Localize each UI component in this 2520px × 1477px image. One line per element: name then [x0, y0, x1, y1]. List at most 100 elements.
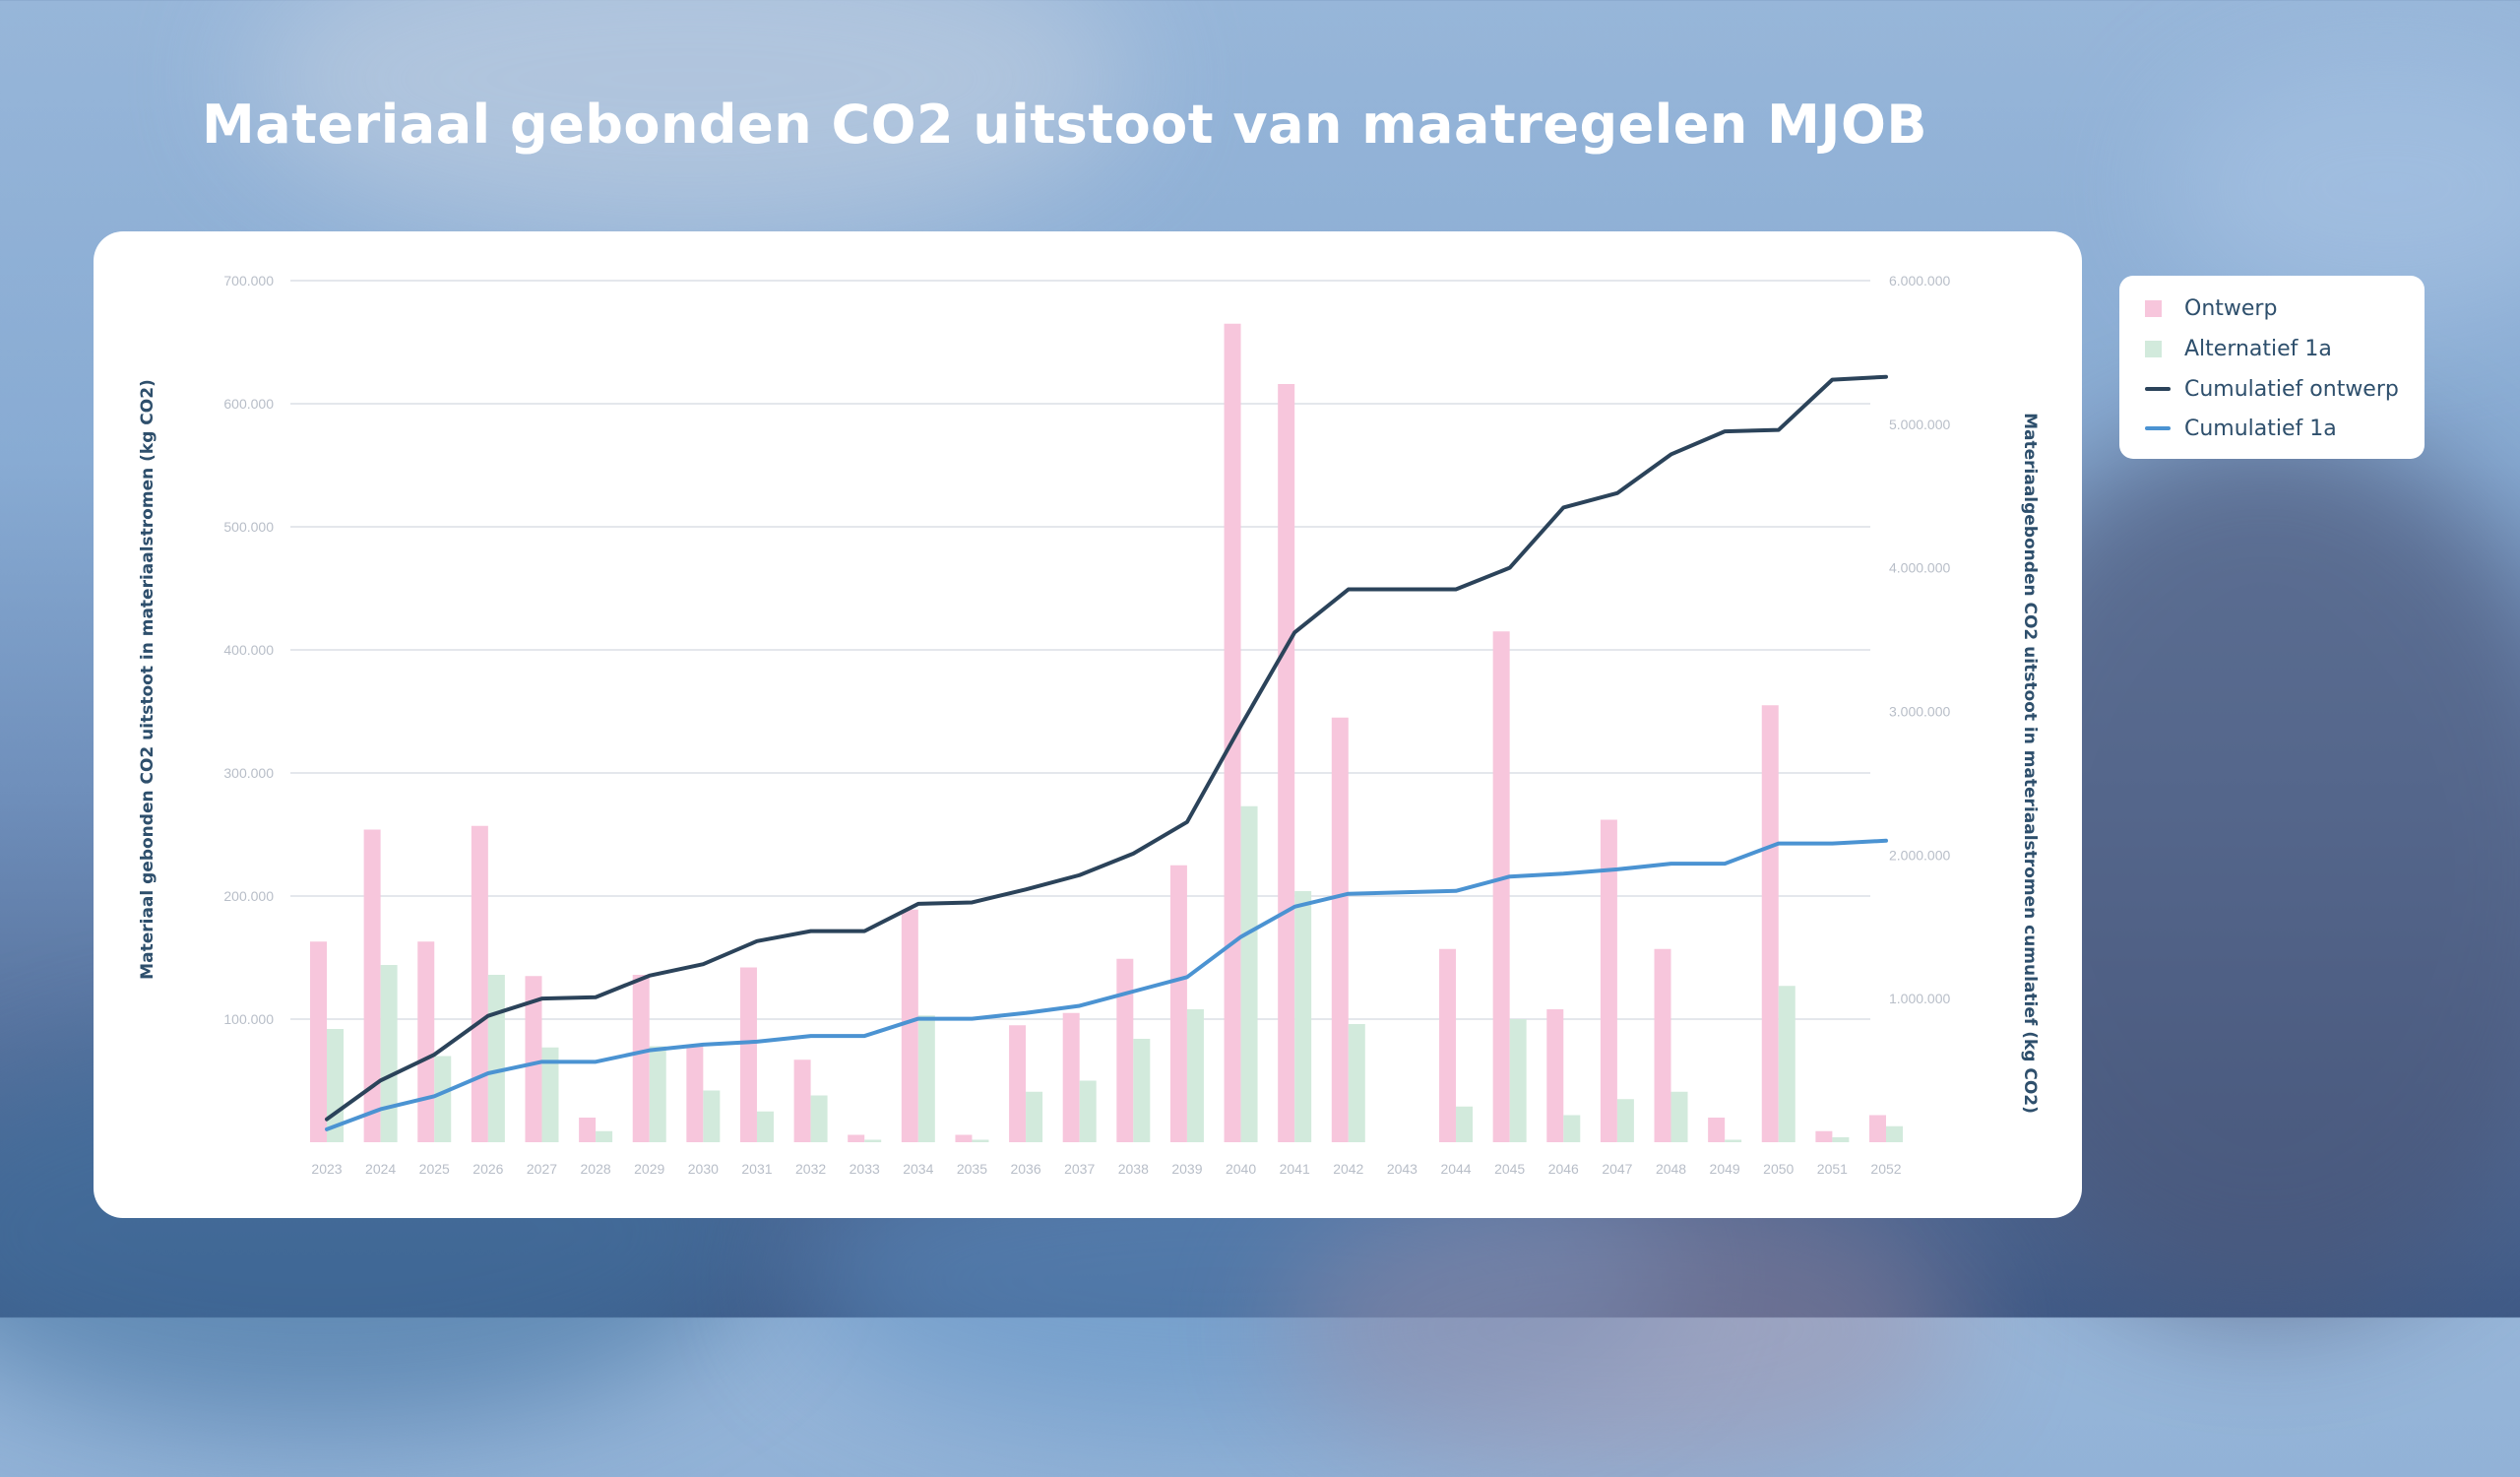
- x-tick-label: 2037: [1064, 1161, 1095, 1177]
- chart-card: 100.000 200.000 300.000 400.000 500.000 600.0…: [94, 231, 2082, 1218]
- bar-ontwerp: [1815, 1130, 1833, 1142]
- line-cumulatief-ontwerp: [325, 374, 1888, 1122]
- left-tick-label: 400.000: [223, 642, 274, 658]
- x-tick-label: 2035: [957, 1161, 987, 1177]
- bar-alternatief-1a: [1294, 891, 1312, 1142]
- x-tick-label: 2051: [1817, 1161, 1848, 1177]
- bar-alternatief-1a: [596, 1130, 613, 1142]
- x-tick-label: 2023: [311, 1161, 342, 1177]
- bar-ontwerp: [1062, 1012, 1080, 1142]
- bar-ontwerp: [1116, 958, 1134, 1142]
- legend-label: Cumulatief 1a: [2184, 416, 2337, 441]
- x-tick-label: 2036: [1010, 1161, 1040, 1177]
- x-tick-label: 2027: [527, 1161, 557, 1177]
- bar-alternatief-1a: [541, 1047, 559, 1142]
- legend-item-cumulatief-1a[interactable]: Cumulatief 1a: [2145, 414, 2337, 443]
- x-tick-label: 2039: [1171, 1161, 1202, 1177]
- bar-ontwerp: [686, 1046, 704, 1142]
- x-tick-label: 2029: [634, 1161, 664, 1177]
- bar-ontwerp: [1869, 1115, 1886, 1142]
- bar-alternatief-1a: [1456, 1106, 1474, 1142]
- bar-ontwerp: [1278, 384, 1295, 1142]
- bar-ontwerp: [1331, 717, 1349, 1142]
- left-tick-label: 700.000: [223, 273, 274, 289]
- bar-ontwerp: [1439, 948, 1457, 1142]
- bar-alternatief-1a: [1186, 1009, 1204, 1142]
- legend-item-alternatief-1a[interactable]: Alternatief 1a: [2145, 334, 2332, 363]
- legend-swatch-cumulatief-ontwerp: [2145, 387, 2171, 391]
- bar-alternatief-1a: [1509, 1019, 1527, 1142]
- bar-alternatief-1a: [1616, 1099, 1634, 1142]
- x-tick-label: 2025: [419, 1161, 450, 1177]
- legend-item-cumulatief-ontwerp[interactable]: Cumulatief ontwerp: [2145, 374, 2399, 404]
- right-tick-label: 1.000.000: [1889, 991, 1950, 1006]
- legend-item-ontwerp[interactable]: Ontwerp: [2145, 293, 2277, 323]
- background-blob: [2166, 59, 2520, 315]
- bar-ontwerp: [579, 1118, 597, 1142]
- bar-ontwerp: [901, 909, 918, 1142]
- left-tick-label: 300.000: [223, 765, 274, 781]
- bar-ontwerp: [739, 967, 757, 1142]
- bar-alternatief-1a: [1778, 986, 1796, 1142]
- line-cumulatief-1a: [325, 838, 1888, 1131]
- bar-alternatief-1a: [756, 1111, 774, 1142]
- legend: Ontwerp Alternatief 1a Cumulatief ontwer…: [2119, 276, 2425, 459]
- bar-alternatief-1a: [1026, 1091, 1043, 1142]
- legend-label: Ontwerp: [2184, 295, 2278, 321]
- bar-ontwerp: [1169, 865, 1187, 1142]
- bar-ontwerp: [363, 829, 381, 1142]
- bar-alternatief-1a: [1725, 1139, 1742, 1142]
- bar-alternatief-1a: [1348, 1024, 1365, 1142]
- bar-alternatief-1a: [487, 975, 505, 1142]
- bar-alternatief-1a: [917, 1015, 935, 1142]
- bar-ontwerp: [1761, 705, 1779, 1142]
- legend-swatch-alternatief-1a: [2145, 340, 2162, 357]
- bars: [310, 323, 1903, 1142]
- bar-ontwerp: [632, 975, 650, 1142]
- right-tick-label: 2.000.000: [1889, 847, 1950, 863]
- bar-alternatief-1a: [1563, 1115, 1581, 1142]
- bar-ontwerp: [848, 1134, 865, 1142]
- bar-ontwerp: [1492, 631, 1510, 1142]
- bar-ontwerp: [525, 976, 542, 1142]
- x-tick-label: 2052: [1870, 1161, 1901, 1177]
- x-tick-label: 2041: [1280, 1161, 1310, 1177]
- legend-label: Alternatief 1a: [2184, 336, 2332, 361]
- left-axis-title: Materiaal gebonden CO2 uitstoot in mater…: [138, 379, 158, 980]
- bar-ontwerp: [1654, 948, 1671, 1142]
- x-tick-label: 2038: [1118, 1161, 1149, 1177]
- right-axis-ticks: 1.000.000 2.000.000 3.000.000 4.000.000 5.00…: [1889, 273, 1950, 1006]
- bar-alternatief-1a: [703, 1090, 721, 1142]
- x-tick-label: 2048: [1656, 1161, 1686, 1177]
- legend-swatch-ontwerp: [2145, 299, 2162, 317]
- bar-alternatief-1a: [972, 1139, 989, 1142]
- bar-alternatief-1a: [380, 965, 398, 1142]
- x-tick-label: 2032: [795, 1161, 826, 1177]
- x-axis-ticks: 2023 2024 2025 2026 2027 2028 2029 2030 2031 2032…: [311, 1161, 1901, 1177]
- x-tick-label: 2043: [1387, 1161, 1418, 1177]
- bar-alternatief-1a: [1832, 1137, 1850, 1142]
- page-title: Materiaal gebonden CO2 uitstoot van maat…: [202, 94, 1928, 156]
- bar-ontwerp: [1708, 1118, 1726, 1142]
- bar-ontwerp: [955, 1134, 973, 1142]
- bar-ontwerp: [1546, 1009, 1564, 1142]
- x-tick-label: 2045: [1494, 1161, 1525, 1177]
- bar-alternatief-1a: [434, 1056, 452, 1142]
- bar-ontwerp: [310, 941, 327, 1142]
- bar-ontwerp: [471, 825, 488, 1142]
- left-axis-ticks: 100.000 200.000 300.000 400.000 500.000 600.0…: [223, 273, 274, 1027]
- bar-alternatief-1a: [1670, 1091, 1688, 1142]
- legend-label: Cumulatief ontwerp: [2184, 376, 2399, 402]
- x-tick-label: 2034: [903, 1161, 933, 1177]
- bar-alternatief-1a: [649, 1046, 666, 1142]
- background-blob: [1280, 1182, 1969, 1477]
- x-tick-label: 2049: [1710, 1161, 1740, 1177]
- x-tick-label: 2033: [850, 1161, 880, 1177]
- left-tick-label: 200.000: [223, 888, 274, 904]
- right-tick-label: 3.000.000: [1889, 704, 1950, 720]
- bar-alternatief-1a: [1240, 805, 1258, 1142]
- bar-ontwerp: [417, 941, 435, 1142]
- x-tick-label: 2028: [581, 1161, 611, 1177]
- x-tick-label: 2044: [1440, 1161, 1471, 1177]
- bar-alternatief-1a: [864, 1139, 882, 1142]
